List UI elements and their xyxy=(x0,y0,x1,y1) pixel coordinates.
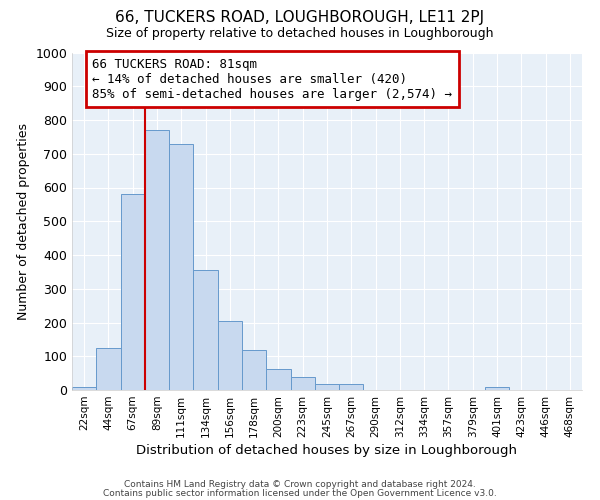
Text: Size of property relative to detached houses in Loughborough: Size of property relative to detached ho… xyxy=(106,28,494,40)
Bar xyxy=(96,348,121,390)
Bar xyxy=(339,384,364,390)
Bar xyxy=(290,376,315,390)
Text: 66, TUCKERS ROAD, LOUGHBOROUGH, LE11 2PJ: 66, TUCKERS ROAD, LOUGHBOROUGH, LE11 2PJ xyxy=(115,10,485,25)
Bar xyxy=(242,350,266,390)
Text: Contains HM Land Registry data © Crown copyright and database right 2024.: Contains HM Land Registry data © Crown c… xyxy=(124,480,476,489)
Bar xyxy=(218,321,242,390)
Y-axis label: Number of detached properties: Number of detached properties xyxy=(17,122,30,320)
Bar xyxy=(121,194,145,390)
Bar xyxy=(72,386,96,390)
X-axis label: Distribution of detached houses by size in Loughborough: Distribution of detached houses by size … xyxy=(137,444,517,457)
Text: 66 TUCKERS ROAD: 81sqm
← 14% of detached houses are smaller (420)
85% of semi-de: 66 TUCKERS ROAD: 81sqm ← 14% of detached… xyxy=(92,58,452,100)
Text: Contains public sector information licensed under the Open Government Licence v3: Contains public sector information licen… xyxy=(103,488,497,498)
Bar xyxy=(145,130,169,390)
Bar xyxy=(266,368,290,390)
Bar xyxy=(193,270,218,390)
Bar xyxy=(315,384,339,390)
Bar xyxy=(169,144,193,390)
Bar xyxy=(485,386,509,390)
